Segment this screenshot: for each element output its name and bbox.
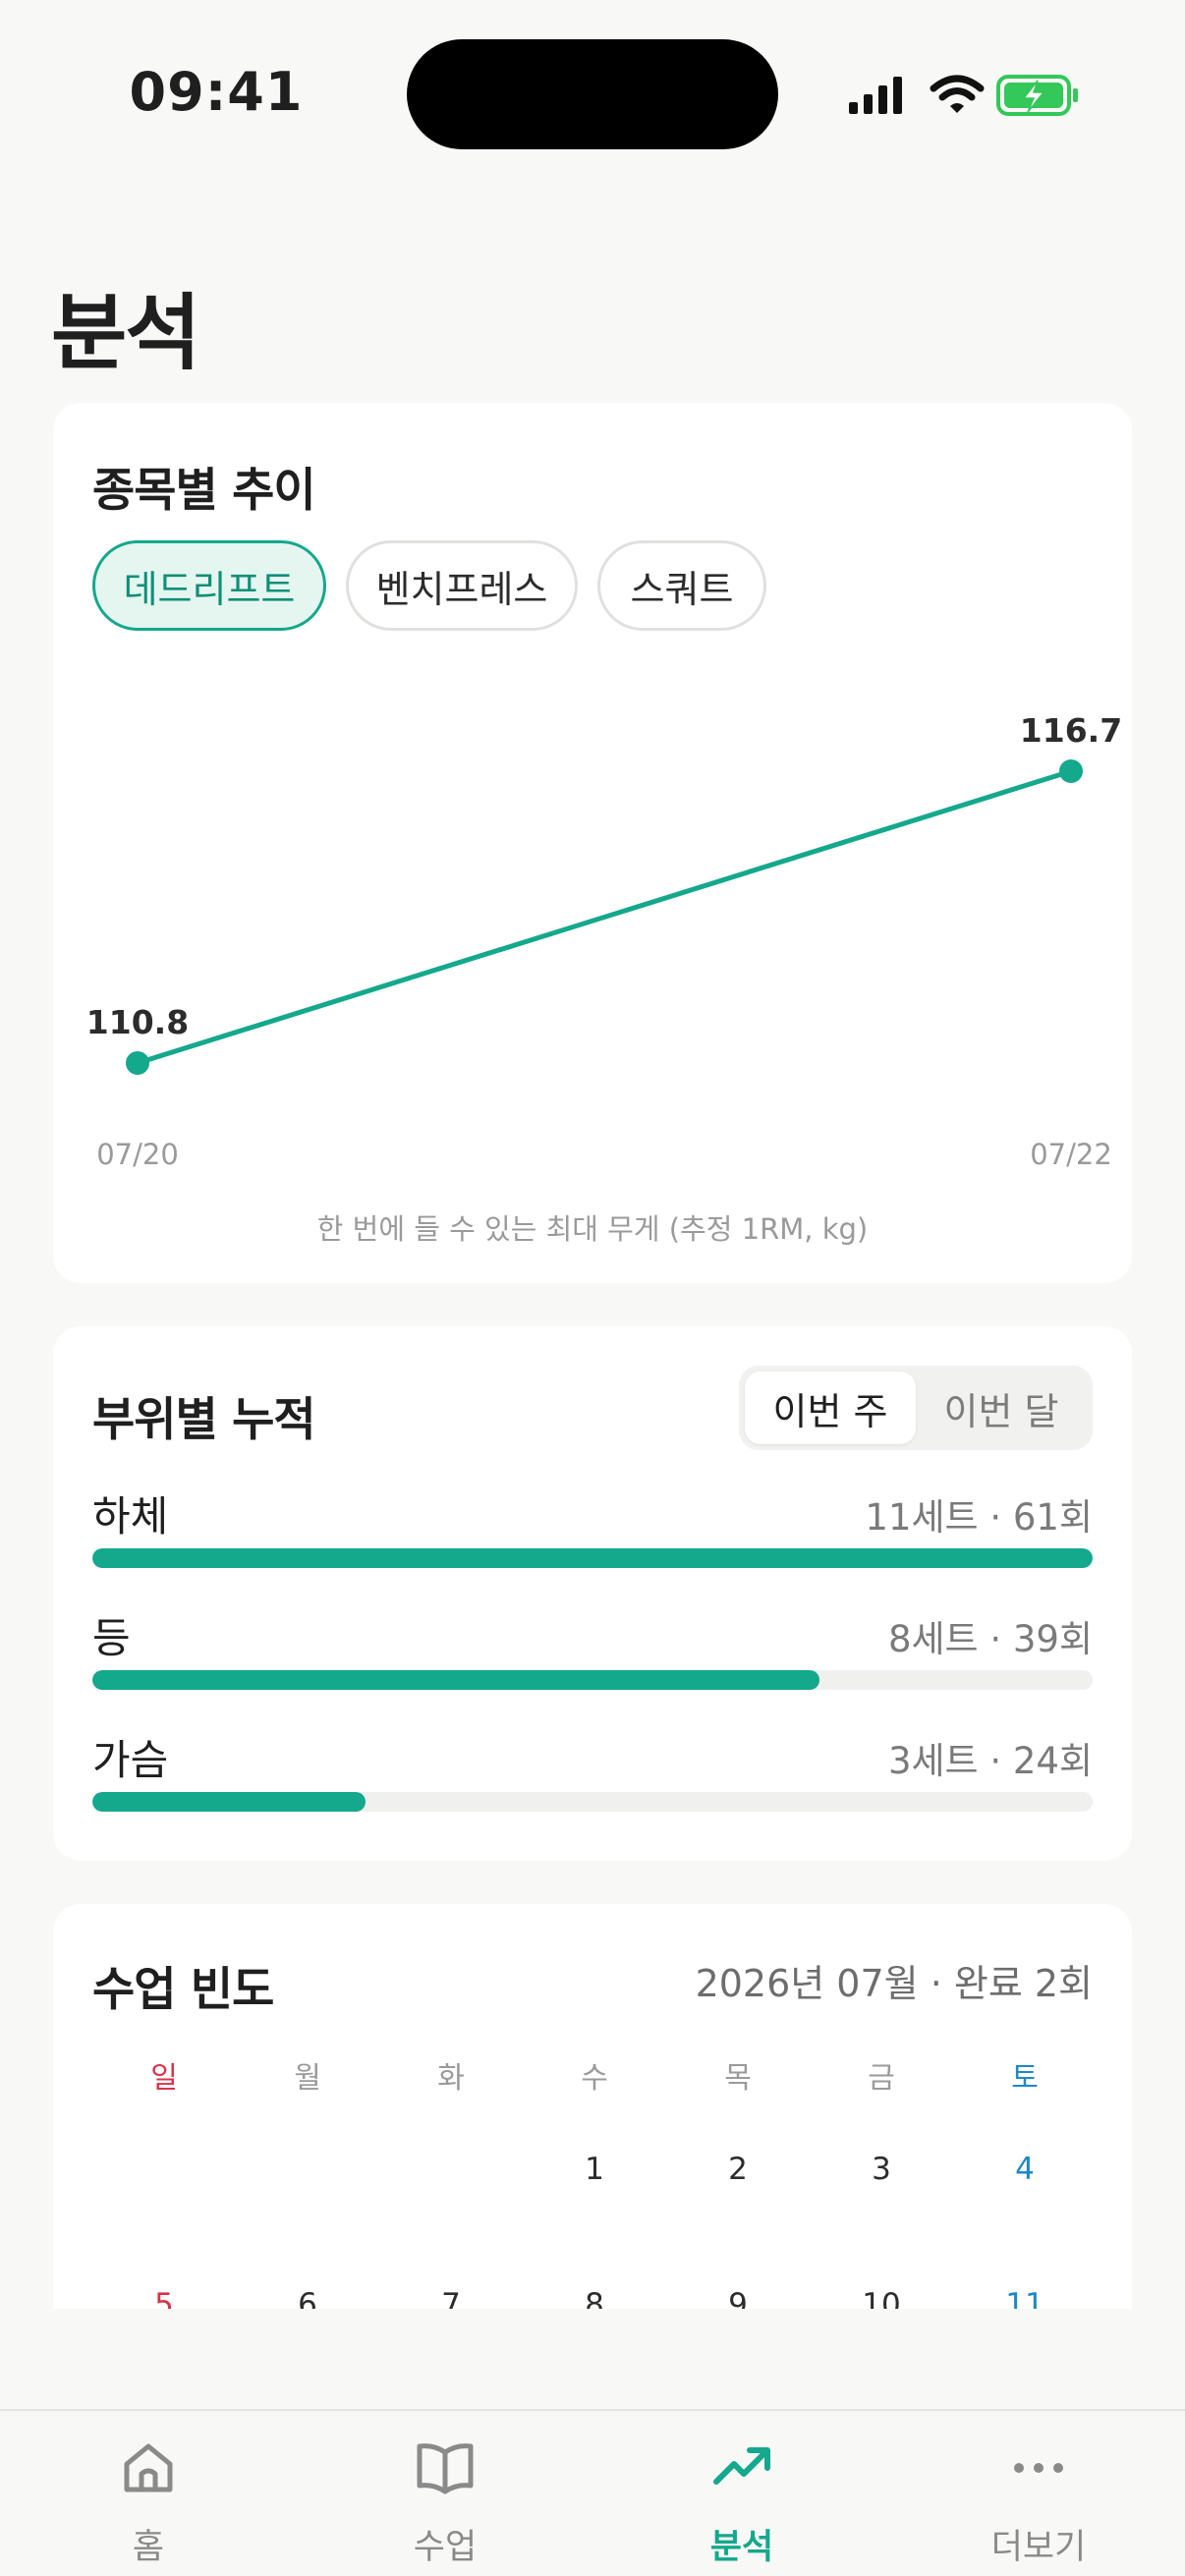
x-tick-label: 07/20 (96, 1138, 179, 1171)
tab-label: 더보기 (990, 2528, 1087, 2567)
tab-label: 홈 (132, 2528, 165, 2567)
frequency-card-title: 수업 빈도 (92, 1963, 274, 2017)
exercise-trend-card: 종목별 추이 데드리프트 벤치프레스 스쿼트 110.8 07/20 116.7 07… (53, 403, 1132, 1283)
calendar-day[interactable]: 5 (154, 2287, 174, 2309)
bottom-tab-bar: 홈 수업 분석 더보기 (0, 2409, 1185, 2576)
calendar-day[interactable]: 3 (872, 2152, 891, 2187)
data-point[interactable] (126, 1051, 149, 1075)
part-row-back: 등 8세트 · 39회 (92, 1605, 1093, 1713)
series-line (137, 768, 1072, 1066)
battery-charging-icon (996, 75, 1078, 116)
toggle-this-month[interactable]: 이번 달 (943, 1389, 1059, 1433)
data-label: 116.7 (1020, 711, 1122, 750)
cellular-signal-icon (849, 77, 902, 114)
part-row-chest: 가슴 3세트 · 24회 (92, 1727, 1093, 1835)
part-stat: 8세트 · 39회 (887, 1618, 1093, 1660)
tab-analytics[interactable]: 분석 (593, 2411, 890, 2576)
chip-deadlift[interactable]: 데드리프트 (92, 540, 326, 631)
part-bar-track (92, 1548, 1093, 1568)
trend-line-chart: 110.8 07/20 116.7 07/22 (86, 711, 1122, 1171)
calendar-summary: 2026년 07월 · 완료 2회 (695, 1962, 1093, 2005)
x-tick-label: 07/22 (1030, 1138, 1112, 1171)
parts-card-title: 부위별 누적 (92, 1393, 316, 1447)
weekday-sun: 일 (150, 2061, 178, 2096)
weekday-fri: 금 (868, 2061, 895, 2096)
toggle-this-week[interactable]: 이번 주 (745, 1372, 916, 1444)
weekday-mon: 월 (294, 2061, 321, 2096)
part-label: 하체 (92, 1492, 169, 1540)
trend-card-title: 종목별 추이 (92, 464, 316, 518)
part-stat: 11세트 · 61회 (865, 1496, 1093, 1539)
class-frequency-card: 수업 빈도 2026년 07월 · 완료 2회 일 월 화 수 목 금 토 1 … (53, 1904, 1132, 2309)
calendar-day[interactable]: 9 (728, 2287, 748, 2309)
part-row-lower-body: 하체 11세트 · 61회 (92, 1484, 1093, 1592)
calendar-week-1: 1 2 3 4 (92, 2152, 1095, 2211)
period-toggle: 이번 주 이번 달 (739, 1366, 1093, 1450)
calendar-day[interactable]: 4 (1015, 2152, 1035, 2187)
status-bar: 09:41 (0, 0, 1185, 196)
part-label: 등 (92, 1614, 131, 1662)
tab-label: 수업 (413, 2528, 478, 2567)
part-bar-fill (92, 1548, 1093, 1568)
status-time: 09:41 (129, 61, 304, 123)
data-label: 110.8 (86, 1003, 189, 1041)
status-icons (847, 71, 1083, 120)
dynamic-island (407, 39, 778, 149)
part-label: 가슴 (92, 1736, 169, 1784)
chip-bench-press[interactable]: 벤치프레스 (346, 540, 578, 631)
calendar-day[interactable]: 7 (441, 2287, 461, 2309)
part-bar-track (92, 1792, 1093, 1812)
calendar-weekday-header: 일 월 화 수 목 금 토 (92, 2053, 1095, 2112)
trending-up-icon (713, 2447, 770, 2485)
calendar-day[interactable]: 8 (585, 2287, 604, 2309)
calendar-day[interactable]: 6 (298, 2287, 317, 2309)
page-title: 분석 (51, 285, 201, 381)
more-icon (1014, 2463, 1063, 2473)
part-bar-fill (92, 1670, 820, 1690)
calendar-week-2: 5 6 7 8 9 10 11 (92, 2287, 1095, 2309)
calendar-day[interactable]: 11 (1005, 2287, 1044, 2309)
chart-caption: 한 번에 들 수 있는 최대 무게 (추정 1RM, kg) (316, 1212, 869, 1246)
part-stat: 3세트 · 24회 (887, 1740, 1093, 1782)
book-icon (417, 2443, 474, 2494)
body-part-volume-card: 부위별 누적 이번 주 이번 달 하체 11세트 · 61회 등 8세트 · 3… (53, 1326, 1132, 1861)
weekday-tue: 화 (437, 2061, 465, 2096)
calendar-day[interactable]: 2 (728, 2152, 748, 2187)
data-point[interactable] (1059, 759, 1083, 783)
calendar-day[interactable]: 1 (585, 2152, 604, 2187)
weekday-sat: 토 (1011, 2061, 1039, 2096)
chip-squat[interactable]: 스쿼트 (597, 540, 766, 631)
part-bar-fill (92, 1792, 366, 1812)
home-icon (124, 2443, 173, 2492)
wifi-icon (930, 75, 985, 113)
part-bar-track (92, 1670, 1093, 1690)
weekday-wed: 수 (581, 2061, 608, 2096)
calendar-day[interactable]: 10 (862, 2287, 901, 2309)
tab-home[interactable]: 홈 (0, 2411, 297, 2576)
tab-label: 분석 (709, 2528, 774, 2567)
weekday-thu: 목 (724, 2061, 752, 2096)
tab-classes[interactable]: 수업 (297, 2411, 593, 2576)
tab-more[interactable]: 더보기 (890, 2411, 1185, 2576)
